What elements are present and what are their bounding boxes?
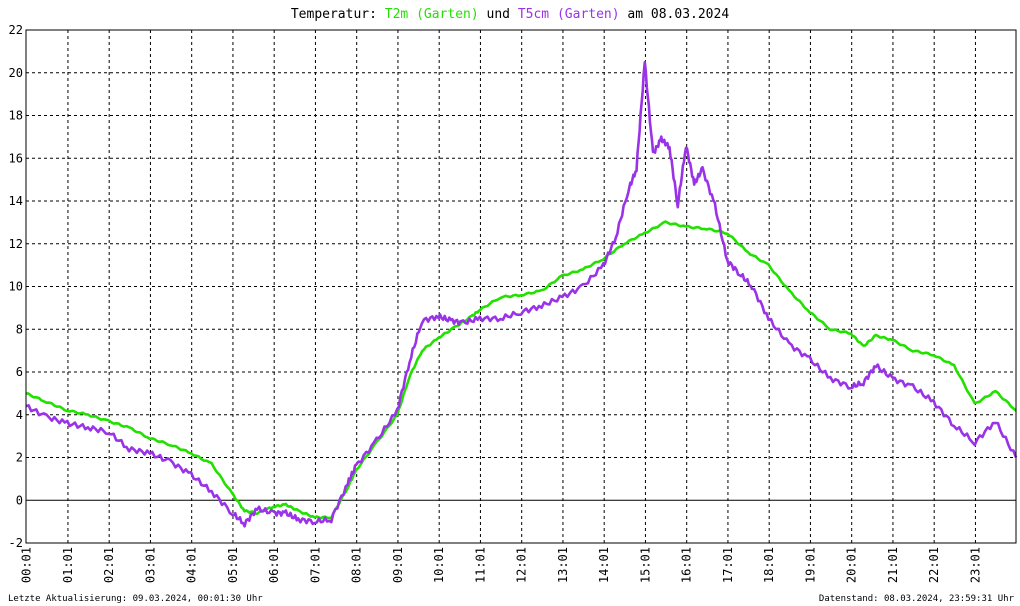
y-tick-label: 2 [16,451,23,465]
x-tick-label: 08:01 [350,547,364,583]
y-tick-label: 8 [16,322,23,336]
x-tick-label: 14:01 [597,547,611,583]
y-tick-label: 20 [9,66,23,80]
series-line-t2m [25,220,1017,520]
data-status-text: Datenstand: 08.03.2024, 23:59:31 Uhr [819,594,1015,604]
x-tick-label: 21:01 [886,547,900,583]
x-tick-label: 09:01 [391,547,405,583]
x-tick-label: 05:01 [226,547,240,583]
x-tick-label: 23:01 [968,547,982,583]
x-tick-label: 00:01 [20,547,34,583]
y-tick-label: 4 [16,408,23,422]
x-tick-label: 03:01 [143,547,157,583]
y-tick-label: 22 [9,23,23,37]
x-tick-label: 11:01 [473,547,487,583]
x-tick-label: 12:01 [515,547,529,583]
x-tick-label: 20:01 [845,547,859,583]
y-tick-label: 14 [9,194,23,208]
last-update-text: Letzte Aktualisierung: 09.03.2024, 00:01… [8,594,263,604]
x-tick-label: 13:01 [556,547,570,583]
y-tick-label: 12 [9,237,23,251]
x-tick-label: 15:01 [638,547,652,583]
y-tick-label: 16 [9,151,23,165]
x-tick-label: 22:01 [927,547,941,583]
grid [26,30,1016,543]
series-line-t5cm [25,60,1018,528]
x-tick-label: 02:01 [102,547,116,583]
title-suffix: am 08.03.2024 [620,7,730,22]
x-tick-label: 19:01 [803,547,817,583]
plot-border [25,29,1017,544]
title-series-t5cm: T5cm (Garten) [518,7,620,22]
y-tick-label: 0 [16,493,23,507]
x-tick-label: 07:01 [308,547,322,583]
y-tick-label: 10 [9,280,23,294]
x-tick-label: 06:01 [267,547,281,583]
y-tick-label: 18 [9,109,23,123]
y-tick-label: 6 [16,365,23,379]
y-tick-labels: -2 0 2 4 6 8 10 12 14 16 18 20 22 [9,23,23,550]
y-tick-label: -2 [9,536,23,550]
title-series-t2m: T2m (Garten) [385,7,479,22]
title-prefix: Temperatur: [291,7,385,22]
x-tick-label: 10:01 [432,547,446,583]
x-tick-label: 04:01 [185,547,199,583]
x-tick-label: 01:01 [61,547,75,583]
series-layer [25,60,1018,528]
chart-title: Temperatur: T2m (Garten) und T5cm (Garte… [291,7,729,22]
title-middle: und [479,7,518,22]
x-tick-labels: 00:01 01:01 02:01 03:01 04:01 05:01 06:01 07:01… [20,547,983,583]
x-tick-label: 18:01 [762,547,776,583]
x-tick-label: 16:01 [680,547,694,583]
x-tick-label: 17:01 [721,547,735,583]
